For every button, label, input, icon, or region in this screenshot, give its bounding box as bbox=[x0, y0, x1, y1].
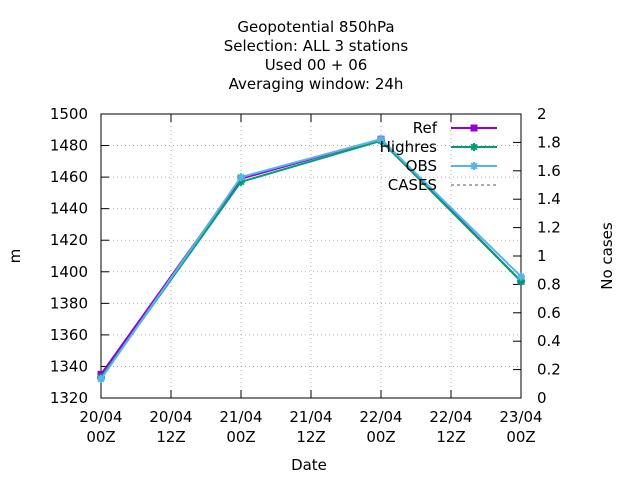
x-tick-label-hour: 00Z bbox=[506, 428, 535, 446]
y-tick-label: 1500 bbox=[50, 105, 88, 123]
y2-axis-label: No cases bbox=[598, 222, 616, 290]
y-tick-label: 1440 bbox=[50, 200, 88, 218]
x-tick-label-hour: 12Z bbox=[296, 428, 325, 446]
y-tick-label: 1380 bbox=[50, 294, 88, 312]
y-axis-ticks: 1320 1340 1360 1380 1400 1420 1440 1460 1480 1500 bbox=[50, 105, 109, 407]
legend-label: Ref bbox=[413, 119, 438, 137]
y2-tick-label: 1.4 bbox=[537, 190, 561, 208]
x-tick-label-hour: 12Z bbox=[436, 428, 465, 446]
y2-tick-label: 1.8 bbox=[537, 133, 561, 151]
x-axis-ticks: 20/04 00Z 20/04 12Z 21/04 00Z 21/04 12Z 22/04 00Z… bbox=[79, 114, 543, 446]
y-tick-label: 1320 bbox=[50, 389, 88, 407]
y2-axis-ticks: 0 0.2 0.4 0.6 0.8 1 1.2 1.4 1.6 1.8 2 bbox=[513, 105, 561, 407]
y2-tick-label: 0.8 bbox=[537, 275, 561, 293]
y-tick-label: 1340 bbox=[50, 357, 88, 375]
data-point bbox=[237, 173, 245, 182]
data-point bbox=[97, 375, 105, 384]
x-tick-label-date: 20/04 bbox=[79, 408, 122, 426]
y2-tick-label: 1.6 bbox=[537, 162, 561, 180]
y2-tick-label: 2 bbox=[537, 105, 547, 123]
series-line bbox=[100, 139, 522, 379]
plot-frame bbox=[100, 113, 522, 399]
x-tick-label-hour: 12Z bbox=[156, 428, 185, 446]
y-tick-label: 1420 bbox=[50, 231, 88, 249]
y-tick-label: 1460 bbox=[50, 168, 88, 186]
x-tick-label-date: 22/04 bbox=[429, 408, 472, 426]
y2-tick-label: 1.2 bbox=[537, 219, 561, 237]
series-line bbox=[100, 138, 522, 380]
y-tick-label: 1360 bbox=[50, 326, 88, 344]
title-line: Selection: ALL 3 stations bbox=[224, 37, 409, 55]
x-tick-label-hour: 00Z bbox=[86, 428, 115, 446]
x-tick-label-date: 22/04 bbox=[359, 408, 402, 426]
y2-tick-label: 0.4 bbox=[537, 332, 561, 350]
title-line: Used 00 + 06 bbox=[265, 56, 368, 74]
title-line: Averaging window: 24h bbox=[229, 75, 404, 93]
y2-tick-label: 0 bbox=[537, 389, 547, 407]
data-point bbox=[377, 135, 385, 144]
legend-label: Highres bbox=[380, 138, 438, 156]
x-tick-label-date: 23/04 bbox=[499, 408, 542, 426]
x-tick-label-date: 21/04 bbox=[289, 408, 332, 426]
data-point bbox=[517, 272, 525, 281]
data-point bbox=[470, 143, 478, 151]
data-point bbox=[470, 124, 478, 132]
x-tick-label-hour: 00Z bbox=[226, 428, 255, 446]
data-point bbox=[470, 162, 478, 170]
y-tick-label: 1480 bbox=[50, 137, 88, 155]
y-tick-label: 1400 bbox=[50, 263, 88, 281]
legend-label: OBS bbox=[406, 157, 437, 175]
x-axis-label: Date bbox=[291, 456, 327, 474]
series-lines bbox=[97, 135, 525, 384]
x-tick-label-date: 20/04 bbox=[149, 408, 192, 426]
y2-tick-label: 0.6 bbox=[537, 304, 561, 322]
legend-label: CASES bbox=[388, 176, 437, 194]
y2-tick-label: 0.2 bbox=[537, 361, 561, 379]
y-axis-label: m bbox=[6, 249, 24, 264]
x-tick-label-hour: 00Z bbox=[366, 428, 395, 446]
x-tick-label-date: 21/04 bbox=[219, 408, 262, 426]
title-line: Geopotential 850hPa bbox=[237, 18, 394, 36]
y2-tick-label: 1 bbox=[537, 247, 547, 265]
grid-lines bbox=[101, 114, 521, 398]
